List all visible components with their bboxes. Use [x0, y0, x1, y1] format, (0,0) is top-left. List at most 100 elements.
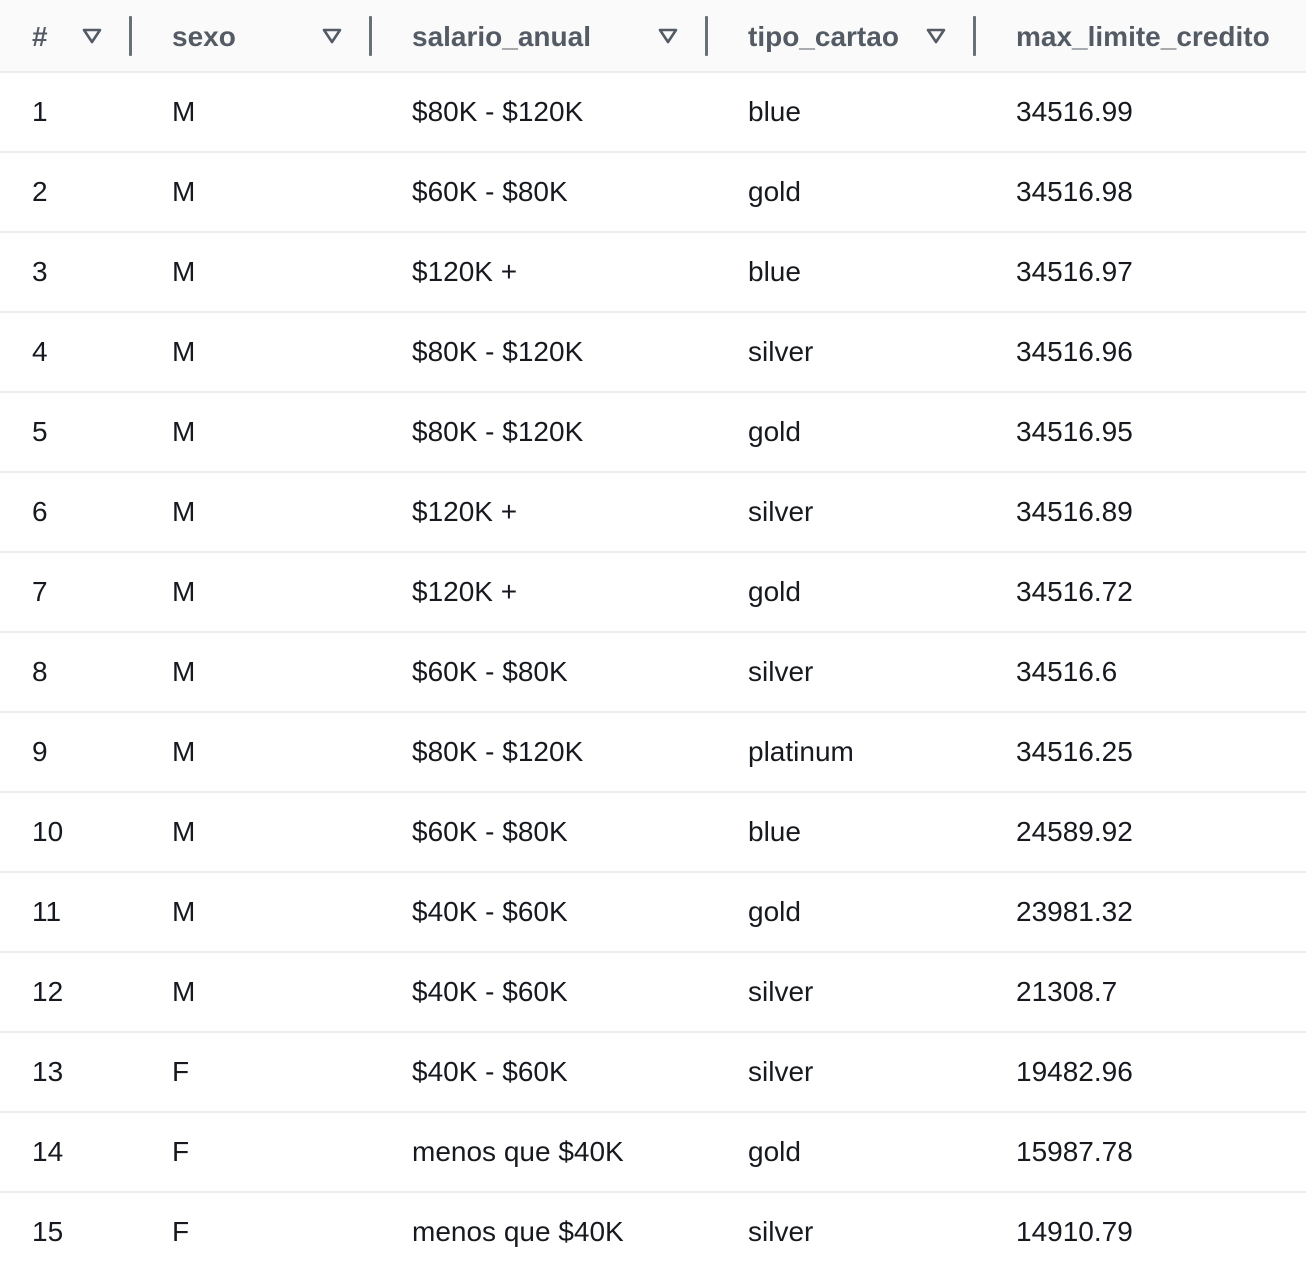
cell-sexo: M [172, 416, 196, 447]
cell-sexo: M [172, 816, 196, 847]
cell-index: 10 [32, 816, 64, 847]
cell-tipo-cartao: silver [748, 336, 814, 367]
column-header-salario-anual[interactable]: salario_anual [412, 20, 591, 52]
cell-max-limite-credito: 19482.96 [1016, 1056, 1133, 1087]
cell-sexo: M [172, 736, 196, 767]
cell-index: 4 [32, 336, 48, 367]
cell-tipo-cartao: blue [748, 816, 801, 847]
table-row[interactable]: 2 M $60K - $80K gold 34516.98 [0, 153, 1306, 233]
cell-sexo: M [172, 336, 196, 367]
column-resize-handle[interactable] [129, 16, 132, 56]
cell-index: 9 [32, 736, 48, 767]
cell-tipo-cartao: platinum [748, 736, 854, 767]
cell-sexo: M [172, 256, 196, 287]
cell-salario-anual: $40K - $60K [412, 976, 568, 1007]
sort-icon[interactable] [925, 26, 947, 46]
cell-salario-anual: $80K - $120K [412, 416, 584, 447]
column-resize-handle[interactable] [705, 16, 708, 56]
cell-index: 13 [32, 1056, 64, 1087]
table-row[interactable]: 12 M $40K - $60K silver 21308.7 [0, 953, 1306, 1033]
cell-sexo: M [172, 176, 196, 207]
cell-salario-anual: $60K - $80K [412, 816, 568, 847]
cell-salario-anual: menos que $40K [412, 1136, 624, 1167]
cell-index: 3 [32, 256, 48, 287]
cell-index: 12 [32, 976, 64, 1007]
cell-tipo-cartao: silver [748, 1056, 814, 1087]
sort-icon[interactable] [321, 26, 343, 46]
column-resize-handle[interactable] [973, 16, 976, 56]
cell-salario-anual: $80K - $120K [412, 336, 584, 367]
cell-salario-anual: $120K + [412, 496, 518, 527]
sort-icon[interactable] [81, 26, 103, 46]
cell-max-limite-credito: 34516.72 [1016, 576, 1133, 607]
cell-salario-anual: $60K - $80K [412, 656, 568, 687]
cell-index: 15 [32, 1216, 64, 1247]
table-row[interactable]: 1 M $80K - $120K blue 34516.99 [0, 73, 1306, 153]
cell-sexo: M [172, 96, 196, 127]
column-header-sexo[interactable]: sexo [172, 20, 236, 52]
sort-icon[interactable] [657, 26, 679, 46]
cell-index: 8 [32, 656, 48, 687]
cell-max-limite-credito: 34516.97 [1016, 256, 1133, 287]
cell-sexo: M [172, 896, 196, 927]
cell-tipo-cartao: blue [748, 96, 801, 127]
table-row[interactable]: 10 M $60K - $80K blue 24589.92 [0, 793, 1306, 873]
cell-sexo: M [172, 976, 196, 1007]
cell-tipo-cartao: blue [748, 256, 801, 287]
table-row[interactable]: 5 M $80K - $120K gold 34516.95 [0, 393, 1306, 473]
cell-salario-anual: menos que $40K [412, 1216, 624, 1247]
cell-sexo: F [172, 1216, 190, 1247]
column-header-tipo-cartao[interactable]: tipo_cartao [748, 20, 899, 52]
column-header-index[interactable]: # [32, 20, 48, 52]
cell-sexo: M [172, 496, 196, 527]
cell-tipo-cartao: gold [748, 176, 801, 207]
cell-index: 14 [32, 1136, 64, 1167]
cell-max-limite-credito: 14910.79 [1016, 1216, 1133, 1247]
table-row[interactable]: 3 M $120K + blue 34516.97 [0, 233, 1306, 313]
cell-sexo: M [172, 656, 196, 687]
cell-max-limite-credito: 24589.92 [1016, 816, 1133, 847]
table-row[interactable]: 9 M $80K - $120K platinum 34516.25 [0, 713, 1306, 793]
cell-salario-anual: $40K - $60K [412, 896, 568, 927]
cell-max-limite-credito: 15987.78 [1016, 1136, 1133, 1167]
cell-max-limite-credito: 23981.32 [1016, 896, 1133, 927]
cell-tipo-cartao: silver [748, 976, 814, 1007]
cell-index: 11 [32, 896, 62, 927]
cell-sexo: M [172, 576, 196, 607]
cell-max-limite-credito: 34516.99 [1016, 96, 1133, 127]
cell-tipo-cartao: silver [748, 656, 814, 687]
table-header: # sexo salario_anual tipo_cartao max_lim… [0, 0, 1306, 73]
cell-tipo-cartao: gold [748, 1136, 801, 1167]
column-resize-handle[interactable] [369, 16, 372, 56]
cell-salario-anual: $40K - $60K [412, 1056, 568, 1087]
cell-salario-anual: $80K - $120K [412, 96, 584, 127]
table-row[interactable]: 4 M $80K - $120K silver 34516.96 [0, 313, 1306, 393]
table-row[interactable]: 6 M $120K + silver 34516.89 [0, 473, 1306, 553]
cell-tipo-cartao: gold [748, 416, 801, 447]
cell-tipo-cartao: silver [748, 496, 814, 527]
cell-index: 2 [32, 176, 48, 207]
cell-sexo: F [172, 1056, 190, 1087]
table-body: 1 M $80K - $120K blue 34516.99 2 M $60K - $80K g… [0, 73, 1306, 1264]
cell-index: 6 [32, 496, 48, 527]
cell-sexo: F [172, 1136, 190, 1167]
cell-tipo-cartao: gold [748, 896, 801, 927]
table-row[interactable]: 7 M $120K + gold 34516.72 [0, 553, 1306, 633]
cell-index: 1 [32, 96, 48, 127]
table-row[interactable]: 8 M $60K - $80K silver 34516.6 [0, 633, 1306, 713]
cell-tipo-cartao: silver [748, 1216, 814, 1247]
cell-max-limite-credito: 34516.98 [1016, 176, 1133, 207]
cell-index: 7 [32, 576, 48, 607]
cell-salario-anual: $120K + [412, 576, 518, 607]
cell-index: 5 [32, 416, 48, 447]
cell-max-limite-credito: 34516.6 [1016, 656, 1118, 687]
cell-salario-anual: $80K - $120K [412, 736, 584, 767]
table-row[interactable]: 13 F $40K - $60K silver 19482.96 [0, 1033, 1306, 1113]
cell-max-limite-credito: 34516.96 [1016, 336, 1133, 367]
table-row[interactable]: 11 M $40K - $60K gold 23981.32 [0, 873, 1306, 953]
column-header-max-limite-credito[interactable]: max_limite_credito [1016, 20, 1270, 52]
cell-tipo-cartao: gold [748, 576, 801, 607]
